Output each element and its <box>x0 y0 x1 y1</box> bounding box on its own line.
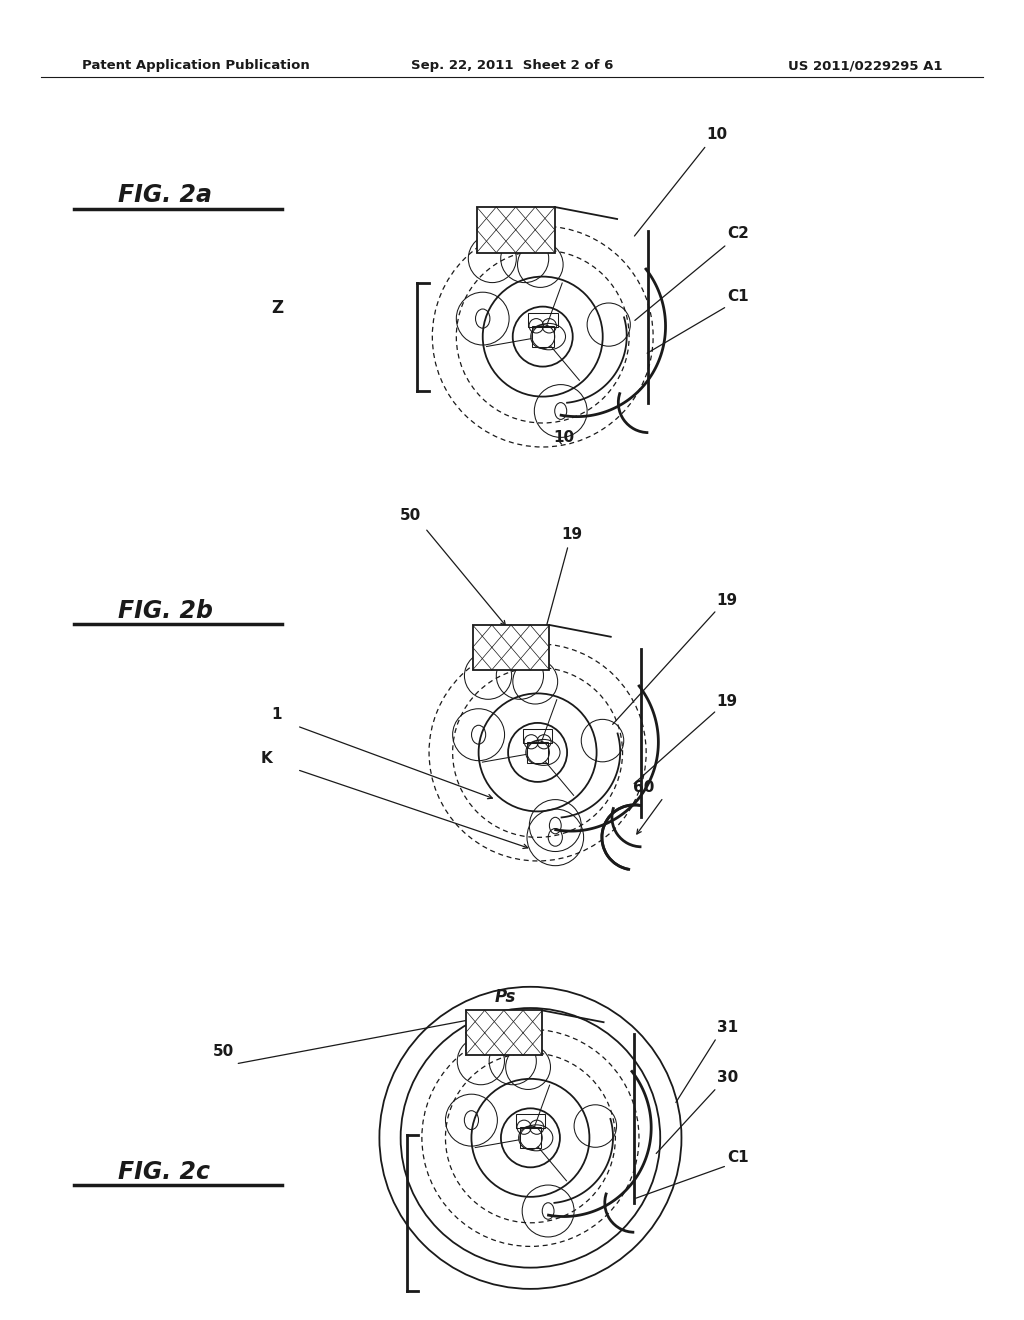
Bar <box>527 742 548 763</box>
Text: K: K <box>261 751 272 766</box>
Text: 1: 1 <box>271 708 282 722</box>
Bar <box>522 729 553 743</box>
Circle shape <box>530 325 555 348</box>
Circle shape <box>518 1126 543 1150</box>
Text: C2: C2 <box>727 226 749 240</box>
Bar <box>473 624 550 669</box>
Text: 31: 31 <box>717 1020 738 1035</box>
Text: 50: 50 <box>213 1044 234 1059</box>
Text: 19: 19 <box>717 694 738 709</box>
Bar <box>466 1010 543 1055</box>
Text: C1: C1 <box>727 289 749 304</box>
Text: Ps: Ps <box>495 987 516 1006</box>
Text: 19: 19 <box>717 593 738 607</box>
Bar <box>515 1114 546 1129</box>
Text: FIG. 2b: FIG. 2b <box>118 599 213 623</box>
Text: US 2011/0229295 A1: US 2011/0229295 A1 <box>787 59 942 73</box>
Text: 10: 10 <box>707 127 728 141</box>
Text: Z: Z <box>271 298 284 317</box>
Text: 60: 60 <box>633 780 654 795</box>
Text: 19: 19 <box>561 527 583 541</box>
Bar <box>527 313 558 327</box>
Text: 30: 30 <box>717 1071 738 1085</box>
Circle shape <box>525 741 550 764</box>
Text: Sep. 22, 2011  Sheet 2 of 6: Sep. 22, 2011 Sheet 2 of 6 <box>411 59 613 73</box>
Text: FIG. 2c: FIG. 2c <box>118 1160 210 1184</box>
Bar <box>477 207 555 252</box>
Bar <box>531 326 554 347</box>
Text: C1: C1 <box>727 1150 749 1164</box>
Text: 10: 10 <box>553 430 574 445</box>
Text: Patent Application Publication: Patent Application Publication <box>82 59 309 73</box>
Text: 50: 50 <box>399 508 421 523</box>
Text: FIG. 2a: FIG. 2a <box>118 183 212 207</box>
Bar <box>520 1127 541 1148</box>
